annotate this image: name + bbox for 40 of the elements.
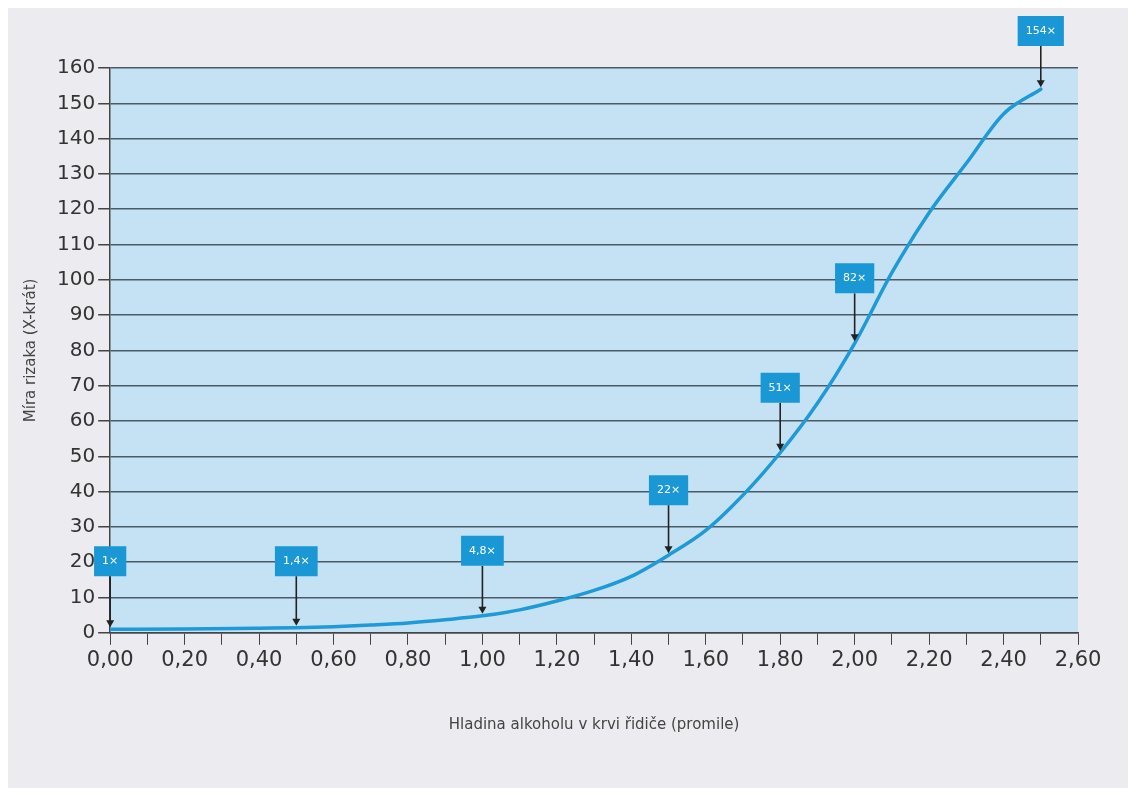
x-tick-label: 1,40: [607, 646, 655, 671]
annotation: 1×: [102, 554, 119, 568]
y-tick-label: 50: [69, 442, 96, 467]
x-tick-label: 2,00: [831, 646, 879, 671]
x-tick-label: 1,80: [756, 646, 804, 671]
y-tick-label: 140: [56, 124, 96, 149]
x-tick-label: 2,60: [1054, 646, 1102, 671]
annotation: 22×: [656, 483, 681, 496]
annotation: 51×: [768, 380, 792, 394]
annotation: 82×: [843, 271, 867, 285]
y-tick-label: 20: [69, 548, 96, 573]
y-tick-label: 30: [69, 513, 96, 538]
annotation: 4,8×: [469, 543, 496, 557]
y-tick-label: 130: [56, 160, 96, 185]
y-tick-label: 160: [56, 54, 96, 79]
x-tick-label: 0,80: [384, 646, 432, 671]
x-tick-label: 1,00: [459, 646, 506, 671]
x-tick-label: 0,40: [235, 646, 283, 671]
x-tick-label: 1,20: [533, 646, 581, 671]
y-tick-label: 80: [69, 336, 96, 361]
x-tick-label: 0,60: [310, 646, 357, 671]
x-axis-title: Hladina alkoholu v krvi řidiče (promile): [448, 714, 740, 733]
y-tick-label: 90: [69, 301, 96, 326]
y-axis-title: Míra rizaka (X-krát): [20, 278, 39, 423]
annotation: 154×: [1025, 23, 1056, 37]
annotation: 1,4×: [282, 554, 310, 568]
y-tick-label: 40: [69, 477, 96, 502]
y-tick-label: 60: [69, 407, 96, 432]
y-tick-label: 10: [69, 583, 96, 608]
y-tick-label: 150: [56, 89, 96, 114]
x-tick-label: 2,20: [905, 646, 953, 671]
x-tick-label: 1,60: [682, 646, 730, 671]
y-tick-label: 70: [69, 371, 96, 396]
y-tick-label: 110: [56, 230, 96, 255]
y-tick-label: 100: [56, 266, 96, 290]
x-tick-label: 2,40: [980, 646, 1027, 671]
y-tick-label: 120: [56, 195, 96, 220]
x-tick-label: 0,00: [86, 646, 134, 671]
x-tick-label: 0,20: [161, 646, 208, 671]
y-tick-label: 0: [82, 619, 96, 643]
